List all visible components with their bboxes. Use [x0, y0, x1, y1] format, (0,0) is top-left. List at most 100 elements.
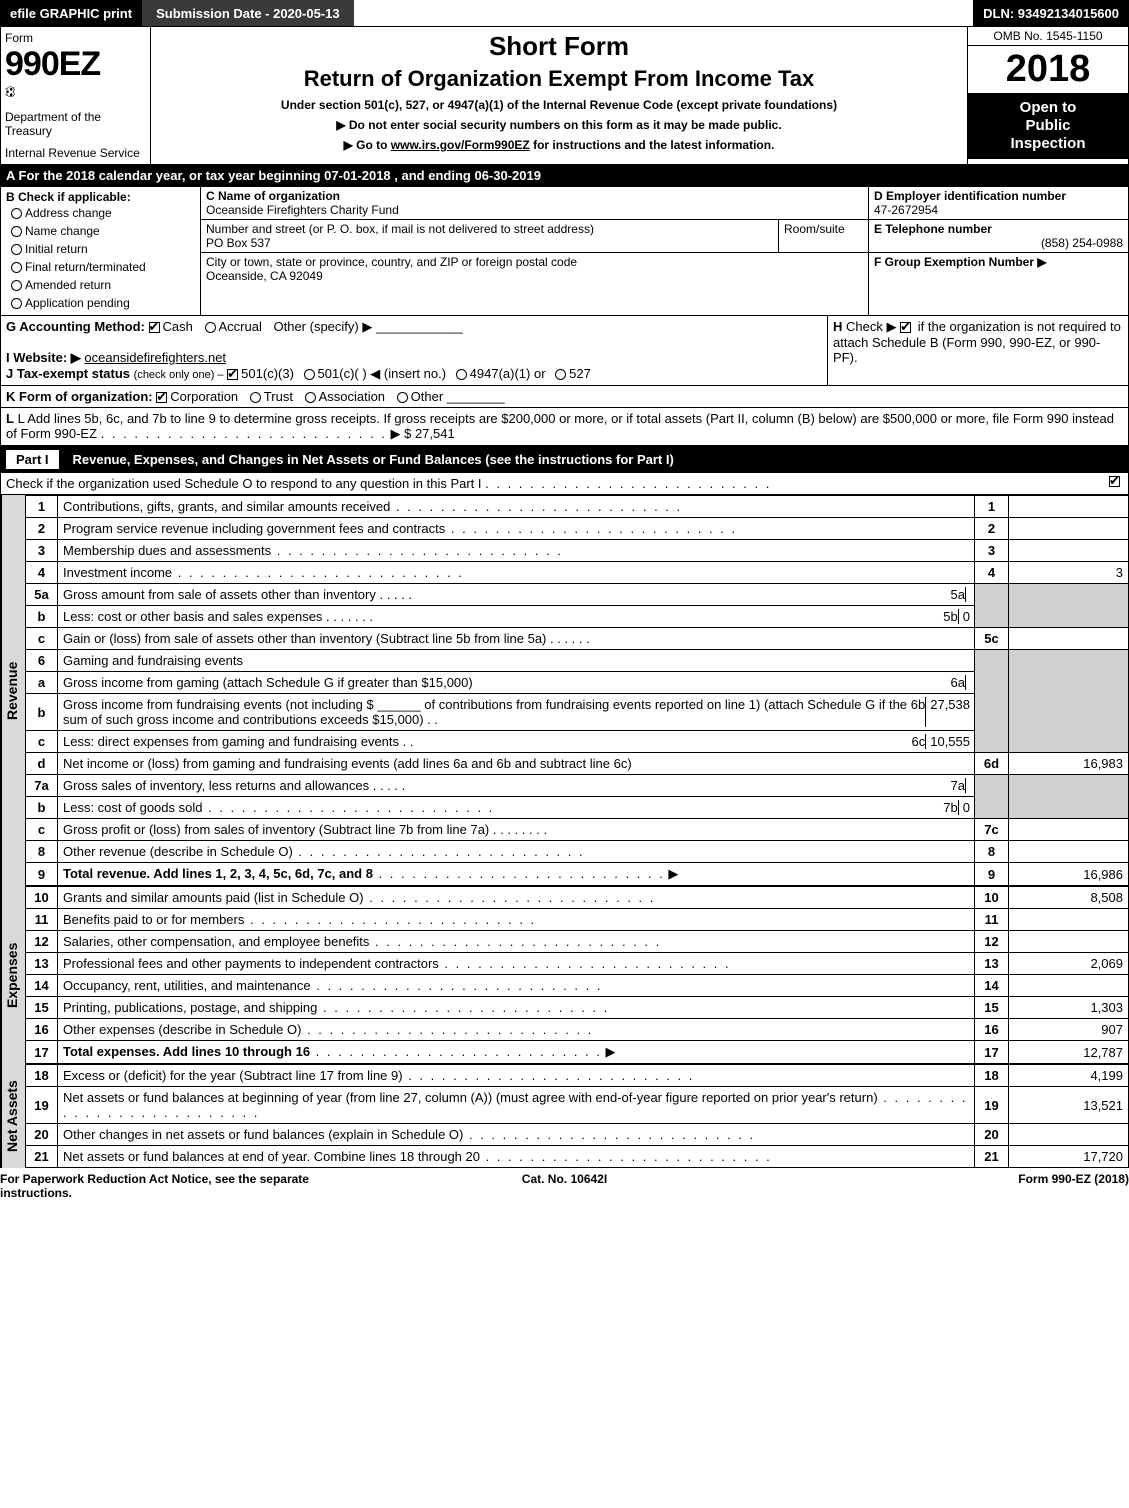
line-18-val: 4,199: [1009, 1065, 1129, 1087]
inspection-box: Open to Public Inspection: [968, 93, 1128, 159]
code-subtitle: Under section 501(c), 527, or 4947(a)(1)…: [155, 98, 963, 112]
line-h-label: H: [833, 319, 842, 334]
check-association[interactable]: [305, 392, 316, 403]
group-exemption: F Group Exemption Number ▶: [874, 255, 1047, 269]
line-6d-desc: Net income or (loss) from gaming and fun…: [63, 756, 632, 771]
public: Public: [972, 117, 1124, 135]
line-5b-subval: 0: [958, 609, 974, 624]
line-7a-sub: 7a: [951, 778, 965, 793]
line-15-desc: Printing, publications, postage, and shi…: [63, 1000, 317, 1015]
line-6b-desc: Gross income from fundraising events (no…: [63, 697, 907, 727]
opt-application-pending: Application pending: [25, 296, 130, 310]
tax-year-begin: 07-01-2018: [324, 168, 391, 183]
line-6a-subval: [965, 675, 974, 690]
ein-label: D Employer identification number: [874, 189, 1066, 203]
line-7a-subval: [965, 778, 974, 793]
line-1-desc: Contributions, gifts, grants, and simila…: [63, 499, 390, 514]
line-20-val: [1009, 1124, 1129, 1146]
check-accrual[interactable]: [205, 322, 216, 333]
line-14-desc: Occupancy, rent, utilities, and maintena…: [63, 978, 311, 993]
line-5a-sub: 5a: [951, 587, 965, 602]
line-11-desc: Benefits paid to or for members: [63, 912, 244, 927]
section-b: B Check if applicable: Address change Na…: [1, 187, 201, 315]
check-schedule-b[interactable]: [900, 322, 911, 333]
opt-amended-return: Amended return: [25, 278, 111, 292]
check-name-change[interactable]: [11, 226, 22, 237]
line-6a-sub: 6a: [951, 675, 965, 690]
line-14-val: [1009, 975, 1129, 997]
check-trust[interactable]: [250, 392, 261, 403]
line-h-check-label: Check ▶: [846, 319, 896, 334]
open-to: Open to: [972, 99, 1124, 117]
line-9-val: 16,986: [1009, 863, 1129, 886]
revenue-table: 1Contributions, gifts, grants, and simil…: [25, 495, 1129, 886]
line-7a-desc: Gross sales of inventory, less returns a…: [63, 778, 369, 793]
line-16-desc: Other expenses (describe in Schedule O): [63, 1022, 301, 1037]
line-8-desc: Other revenue (describe in Schedule O): [63, 844, 293, 859]
line-3-desc: Membership dues and assessments: [63, 543, 271, 558]
opt-association: Association: [319, 389, 385, 404]
line-a-mid: , and ending: [394, 168, 471, 183]
form-org-label: K Form of organization:: [6, 389, 153, 404]
short-form-title: Short Form: [155, 31, 963, 62]
check-amended-return[interactable]: [11, 280, 22, 291]
website-val: oceansidefirefighters.net: [84, 350, 226, 365]
line-a: A For the 2018 calendar year, or tax yea…: [0, 165, 1129, 187]
check-cash[interactable]: [149, 322, 160, 333]
efile-label: efile GRAPHIC print: [0, 0, 142, 26]
line-a-pre: A For the 2018 calendar year, or tax yea…: [6, 168, 321, 183]
opt-accrual: Accrual: [219, 319, 262, 334]
tax-year: 2018: [968, 46, 1128, 93]
opt-cash: Cash: [163, 319, 193, 334]
opt-501c: 501(c)( ) ◀ (insert no.): [318, 366, 446, 381]
line-7b-sub: 7b: [943, 800, 957, 815]
line-18-desc: Excess or (deficit) for the year (Subtra…: [63, 1068, 403, 1083]
section-d: D Employer identification number 47-2672…: [868, 187, 1128, 315]
room-suite: Room/suite: [778, 220, 868, 252]
line-6c-subval: 10,555: [925, 734, 974, 749]
line-l: L L Add lines 5b, 6c, and 7b to line 9 t…: [0, 408, 1129, 446]
city-label: City or town, state or province, country…: [206, 255, 577, 269]
opt-4947: 4947(a)(1) or: [470, 366, 546, 381]
check-address-change[interactable]: [11, 208, 22, 219]
opt-527: 527: [569, 366, 591, 381]
line-2-desc: Program service revenue including govern…: [63, 521, 445, 536]
check-other-org[interactable]: [397, 392, 408, 403]
check-4947[interactable]: [456, 369, 467, 380]
city-val: Oceanside, CA 92049: [206, 269, 323, 283]
section-c: C Name of organization Oceanside Firefig…: [201, 187, 868, 315]
inspection: Inspection: [972, 135, 1124, 153]
line-6-desc: Gaming and fundraising events: [58, 650, 975, 672]
line-6b-sub: 6b: [911, 697, 925, 727]
check-corporation[interactable]: [156, 392, 167, 403]
opt-name-change: Name change: [25, 224, 100, 238]
tax-year-end: 06-30-2019: [474, 168, 541, 183]
revenue-vert-label: Revenue: [1, 495, 25, 886]
line-7b-desc: Less: cost of goods sold: [63, 800, 202, 815]
check-501c3[interactable]: [227, 369, 238, 380]
goto-note: ▶ Go to www.irs.gov/Form990EZ for instru…: [155, 138, 963, 152]
submission-date: Submission Date - 2020-05-13: [142, 0, 354, 26]
line-k: K Form of organization: Corporation Trus…: [0, 386, 1129, 408]
check-527[interactable]: [555, 369, 566, 380]
line-10-val: 8,508: [1009, 887, 1129, 909]
line-12-desc: Salaries, other compensation, and employ…: [63, 934, 369, 949]
addr-val: PO Box 537: [206, 236, 271, 250]
line-6c-desc: Less: direct expenses from gaming and fu…: [63, 734, 399, 749]
addr-label: Number and street (or P. O. box, if mail…: [206, 222, 594, 236]
check-application-pending[interactable]: [11, 298, 22, 309]
opt-trust: Trust: [264, 389, 293, 404]
check-final-return[interactable]: [11, 262, 22, 273]
line-9-desc: Total revenue. Add lines 1, 2, 3, 4, 5c,…: [63, 866, 373, 881]
line-6d-val: 16,983: [1009, 753, 1129, 775]
check-501c[interactable]: [304, 369, 315, 380]
check-initial-return[interactable]: [11, 244, 22, 255]
opt-initial-return: Initial return: [25, 242, 88, 256]
opt-other-org: Other: [411, 389, 444, 404]
check-schedule-o[interactable]: [1109, 476, 1120, 487]
line-17-desc: Total expenses. Add lines 10 through 16: [63, 1044, 310, 1059]
part-1-label: Part I: [6, 450, 59, 469]
omb-number: OMB No. 1545-1150: [968, 27, 1128, 46]
line-6b-subval: 27,538: [925, 697, 974, 727]
line-12-val: [1009, 931, 1129, 953]
